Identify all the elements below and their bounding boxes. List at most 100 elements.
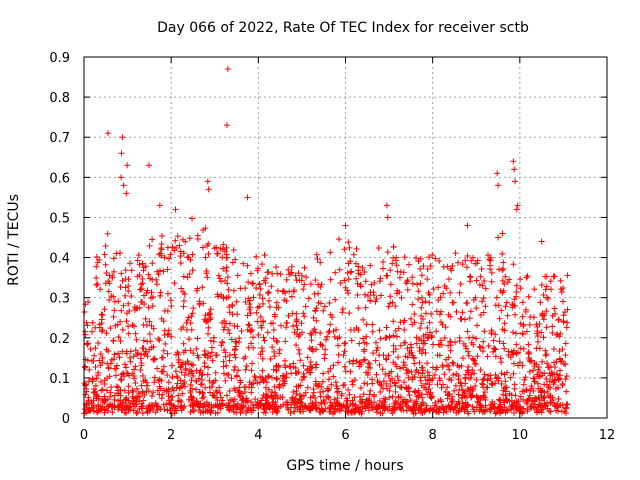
- data-point: [249, 280, 256, 287]
- data-point: [416, 359, 423, 366]
- data-point: [448, 396, 455, 403]
- data-point: [357, 283, 364, 290]
- data-point: [199, 244, 206, 251]
- data-point: [560, 312, 567, 319]
- data-point: [164, 406, 171, 413]
- data-point: [421, 407, 428, 414]
- data-point: [337, 280, 344, 287]
- data-point: [282, 338, 289, 345]
- data-point: [244, 326, 251, 333]
- data-point: [257, 400, 264, 407]
- data-point: [228, 336, 235, 343]
- data-point: [456, 386, 463, 393]
- data-point: [211, 245, 218, 252]
- data-point: [142, 377, 149, 384]
- data-point: [195, 375, 202, 382]
- data-point: [274, 408, 281, 415]
- data-point: [464, 222, 471, 229]
- data-point: [482, 303, 489, 310]
- data-point: [304, 354, 311, 361]
- data-point: [138, 298, 145, 305]
- data-point: [478, 403, 485, 410]
- data-point: [480, 376, 487, 383]
- data-point: [261, 337, 268, 344]
- data-point: [136, 261, 143, 268]
- data-point: [405, 404, 412, 411]
- data-point: [401, 254, 408, 261]
- data-point: [194, 236, 201, 243]
- data-point: [271, 311, 278, 318]
- data-point: [296, 406, 303, 413]
- data-point: [300, 286, 307, 293]
- data-point: [524, 400, 531, 407]
- y-tick-label: 0: [62, 412, 70, 427]
- data-point: [85, 340, 92, 347]
- data-point: [126, 407, 133, 414]
- data-point: [419, 391, 426, 398]
- data-point: [533, 330, 540, 337]
- data-point: [122, 364, 129, 371]
- data-point: [312, 381, 319, 388]
- data-point: [313, 251, 320, 258]
- data-point: [231, 363, 238, 370]
- data-point: [544, 295, 551, 302]
- data-point: [272, 264, 279, 271]
- x-tick-label: 12: [599, 428, 616, 443]
- data-point: [279, 288, 286, 295]
- data-point: [351, 377, 358, 384]
- data-point: [103, 330, 110, 337]
- data-point: [452, 382, 459, 389]
- data-point: [407, 315, 414, 322]
- data-point: [150, 325, 157, 332]
- data-point: [154, 281, 161, 288]
- data-point: [186, 271, 193, 278]
- data-point: [246, 379, 253, 386]
- data-point: [329, 314, 336, 321]
- data-point: [232, 256, 239, 263]
- data-point: [376, 352, 383, 359]
- data-point: [564, 272, 571, 279]
- data-point: [525, 341, 532, 348]
- data-point: [170, 387, 177, 394]
- data-point: [424, 376, 431, 383]
- data-point: [249, 360, 256, 367]
- data-point: [152, 399, 159, 406]
- data-point: [139, 372, 146, 379]
- data-point: [460, 340, 467, 347]
- data-point: [369, 380, 376, 387]
- data-point: [243, 399, 250, 406]
- data-point: [502, 273, 509, 280]
- data-point: [218, 400, 225, 407]
- data-point: [564, 319, 571, 326]
- data-point: [231, 385, 238, 392]
- data-point: [365, 363, 372, 370]
- data-point: [377, 335, 384, 342]
- data-point: [373, 371, 380, 378]
- data-point: [501, 320, 508, 327]
- data-point: [226, 304, 233, 311]
- data-point: [188, 361, 195, 368]
- data-point: [283, 297, 290, 304]
- data-point: [185, 360, 192, 367]
- data-point: [86, 366, 93, 373]
- data-point: [182, 383, 189, 390]
- data-point: [504, 369, 511, 376]
- data-point: [367, 387, 374, 394]
- data-point: [550, 379, 557, 386]
- data-point: [555, 375, 562, 382]
- data-point: [479, 380, 486, 387]
- data-point: [387, 377, 394, 384]
- data-point: [201, 363, 208, 370]
- data-point: [119, 326, 126, 333]
- data-point: [519, 313, 526, 320]
- data-point: [542, 402, 549, 409]
- data-point: [309, 364, 316, 371]
- data-point: [298, 399, 305, 406]
- data-point: [157, 267, 164, 274]
- data-point: [210, 334, 217, 341]
- data-point: [465, 363, 472, 370]
- data-point: [216, 384, 223, 391]
- data-point: [392, 397, 399, 404]
- data-point: [519, 331, 526, 338]
- data-point: [538, 388, 545, 395]
